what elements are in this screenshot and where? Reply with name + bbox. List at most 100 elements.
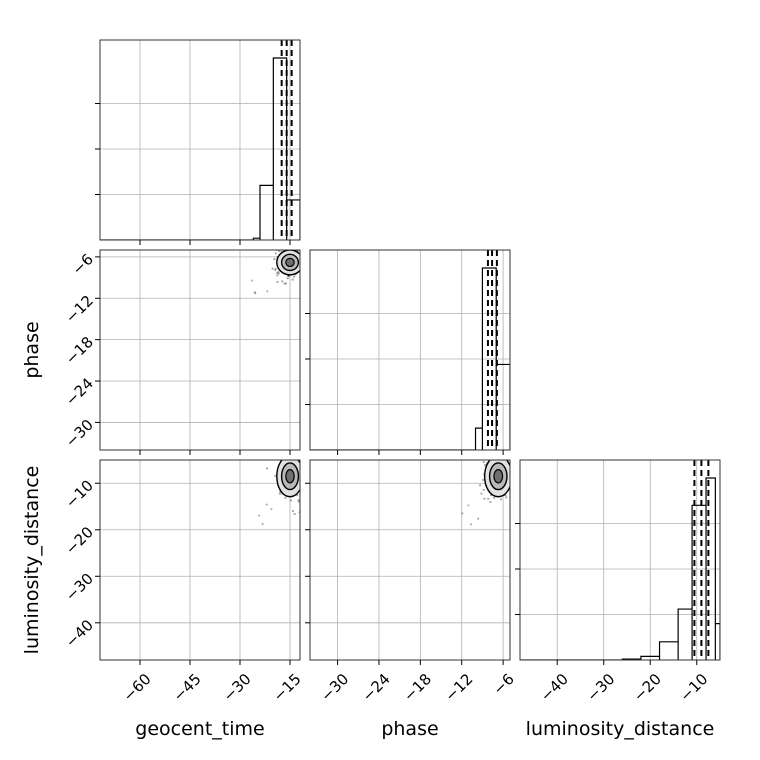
sample-point bbox=[291, 278, 294, 281]
sample-point bbox=[511, 464, 513, 466]
sample-point bbox=[307, 267, 309, 269]
panel-frame-2-2 bbox=[519, 459, 721, 661]
panel-frame-1-1 bbox=[309, 249, 511, 451]
sample-point bbox=[293, 512, 296, 516]
axis-label-y-phase: phase bbox=[21, 321, 43, 378]
sample-point bbox=[513, 475, 515, 477]
sample-point bbox=[511, 481, 513, 483]
sample-point bbox=[482, 488, 485, 492]
sample-point bbox=[265, 503, 268, 506]
sample-point bbox=[303, 471, 305, 473]
sample-point bbox=[300, 270, 302, 272]
sample-point bbox=[297, 499, 300, 502]
sample-point bbox=[301, 255, 303, 257]
sample-point bbox=[261, 522, 264, 526]
tick-label-y: −30 bbox=[62, 416, 97, 451]
sample-point bbox=[478, 484, 482, 487]
axis-label-x-phase: phase bbox=[381, 718, 438, 740]
sample-point bbox=[250, 279, 254, 282]
tick-label-x: −24 bbox=[359, 670, 394, 705]
tick-label-y: −18 bbox=[62, 333, 97, 368]
sample-point bbox=[493, 496, 496, 499]
sample-point bbox=[308, 266, 310, 268]
tick-label-y: −24 bbox=[62, 374, 97, 409]
contour-inner bbox=[285, 469, 295, 484]
sample-point bbox=[296, 450, 298, 452]
tick-label-x: −10 bbox=[676, 670, 711, 705]
sample-point bbox=[489, 457, 491, 459]
sample-point bbox=[278, 492, 281, 495]
panel-frame-2-0 bbox=[99, 459, 301, 661]
tick-label-x: −30 bbox=[583, 670, 618, 705]
sample-point bbox=[504, 494, 507, 497]
sample-point bbox=[303, 475, 305, 477]
sample-point bbox=[305, 495, 307, 497]
sample-point bbox=[271, 267, 274, 270]
sample-point bbox=[517, 466, 519, 468]
sample-point bbox=[483, 464, 487, 467]
sample-point bbox=[287, 247, 289, 249]
sample-point bbox=[274, 267, 277, 270]
tick-label-x: −6 bbox=[489, 670, 517, 698]
sample-point bbox=[284, 282, 288, 285]
contour-inner bbox=[285, 257, 295, 268]
sample-point bbox=[512, 478, 514, 480]
tick-label-y: −12 bbox=[62, 292, 97, 327]
sample-point bbox=[276, 271, 279, 275]
sample-point bbox=[491, 453, 493, 455]
sample-point bbox=[302, 260, 304, 262]
sample-point bbox=[461, 512, 464, 515]
sample-point bbox=[300, 466, 302, 468]
sample-point bbox=[302, 469, 304, 471]
sample-point bbox=[281, 280, 284, 283]
sample-point bbox=[273, 258, 276, 261]
sample-point bbox=[253, 291, 256, 294]
sample-point bbox=[306, 473, 308, 475]
sample-point bbox=[494, 456, 496, 458]
sample-point bbox=[510, 455, 512, 457]
sample-point bbox=[514, 468, 516, 470]
contour-inner bbox=[493, 469, 504, 484]
sample-point bbox=[283, 282, 286, 285]
sample-point bbox=[480, 492, 483, 495]
histogram-geocent_time bbox=[100, 57, 300, 240]
sample-point bbox=[494, 457, 496, 459]
sample-point bbox=[277, 270, 280, 273]
tick-label-y: −10 bbox=[62, 477, 97, 512]
sample-point bbox=[301, 272, 303, 274]
sample-point bbox=[301, 476, 303, 478]
tick-label-x: −30 bbox=[220, 670, 255, 705]
histogram-phase bbox=[310, 267, 510, 450]
sample-point bbox=[293, 275, 296, 278]
tick-label-x: −45 bbox=[170, 670, 205, 705]
sample-point bbox=[489, 452, 491, 454]
sample-point bbox=[291, 509, 295, 513]
axis-label-y-luminosity_distance: luminosity_distance bbox=[21, 466, 43, 655]
axis-label-x-geocent_time: geocent_time bbox=[135, 718, 264, 740]
sample-point bbox=[305, 258, 307, 260]
sample-point bbox=[290, 456, 292, 458]
sample-point bbox=[292, 447, 294, 449]
tick-label-x: −20 bbox=[630, 670, 665, 705]
panel-frame-0-0 bbox=[99, 39, 301, 241]
tick-label-y: −40 bbox=[62, 616, 97, 651]
sample-point bbox=[274, 252, 277, 255]
sample-point bbox=[266, 290, 269, 293]
sample-point bbox=[307, 470, 309, 472]
sample-point bbox=[277, 272, 281, 275]
sample-point bbox=[270, 507, 273, 511]
panel-frame-1-0 bbox=[99, 249, 301, 451]
sample-point bbox=[297, 500, 300, 503]
sample-point bbox=[288, 451, 290, 453]
tick-label-x: −40 bbox=[537, 670, 572, 705]
density-geocent_time-luminosity_distance bbox=[258, 447, 309, 526]
sample-point bbox=[304, 479, 306, 481]
sample-point bbox=[284, 496, 287, 500]
sample-point bbox=[488, 447, 490, 449]
tick-label-y: −30 bbox=[62, 570, 97, 605]
tick-label-x: −30 bbox=[317, 670, 352, 705]
sample-point bbox=[302, 265, 304, 267]
sample-point bbox=[274, 268, 277, 272]
sample-point bbox=[511, 477, 513, 479]
